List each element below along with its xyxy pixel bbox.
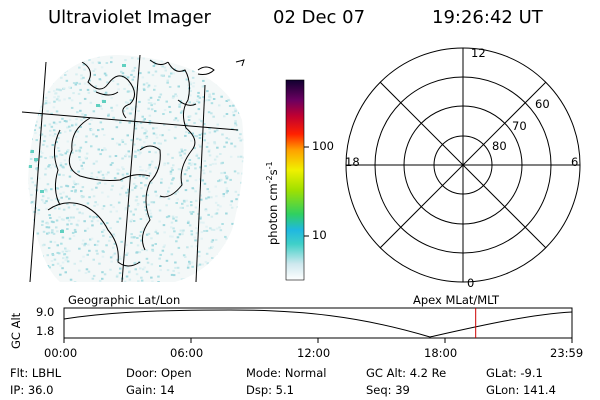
- altitude-curve: [63, 309, 573, 338]
- lat-label-80: 80: [492, 139, 507, 153]
- info-gain: Gain: 14: [126, 383, 175, 397]
- info-glat: GLat: -9.1: [486, 366, 543, 380]
- apex-title: Apex MLat/MLT: [413, 293, 500, 307]
- info-seq: Seq: 39: [366, 383, 410, 397]
- date-label: 02 Dec 07: [273, 7, 366, 28]
- altitude-ytick-bottom: 1.8: [36, 324, 55, 338]
- mlt-label-12: 12: [471, 46, 486, 60]
- info-mode: Mode: Normal: [246, 366, 327, 380]
- info-filter: Flt: LBHL: [10, 366, 62, 380]
- instrument-title: Ultraviolet Imager: [48, 7, 211, 28]
- mlt-label-18: 18: [345, 155, 360, 169]
- xtick-1800: 18:00: [424, 346, 458, 360]
- xtick-0600: 06:00: [170, 346, 204, 360]
- info-dsp: Dsp: 5.1: [246, 383, 294, 397]
- lat-label-60: 60: [535, 97, 550, 111]
- xtick-1200: 12:00: [297, 346, 331, 360]
- colorbar-gradient: [285, 79, 305, 281]
- info-glon: GLon: 141.4: [486, 383, 556, 397]
- info-door: Door: Open: [126, 366, 192, 380]
- info-ip: IP: 36.0: [10, 383, 54, 397]
- colorbar-tick-10: 10: [312, 228, 327, 242]
- time-label: 19:26:42 UT: [432, 7, 543, 28]
- geographic-title: Geographic Lat/Lon: [68, 293, 181, 307]
- colorbar-tick-100: 100: [312, 139, 334, 153]
- info-gc-alt: GC Alt: 4.2 Re: [366, 366, 447, 380]
- altitude-ytick-top: 9.0: [36, 305, 55, 319]
- lat-label-70: 70: [512, 119, 527, 133]
- xtick-2359: 23:59: [550, 346, 584, 360]
- xtick-0000: 00:00: [44, 346, 78, 360]
- mlt-label-0: 0: [467, 276, 475, 290]
- mlt-label-6: 6: [571, 155, 579, 169]
